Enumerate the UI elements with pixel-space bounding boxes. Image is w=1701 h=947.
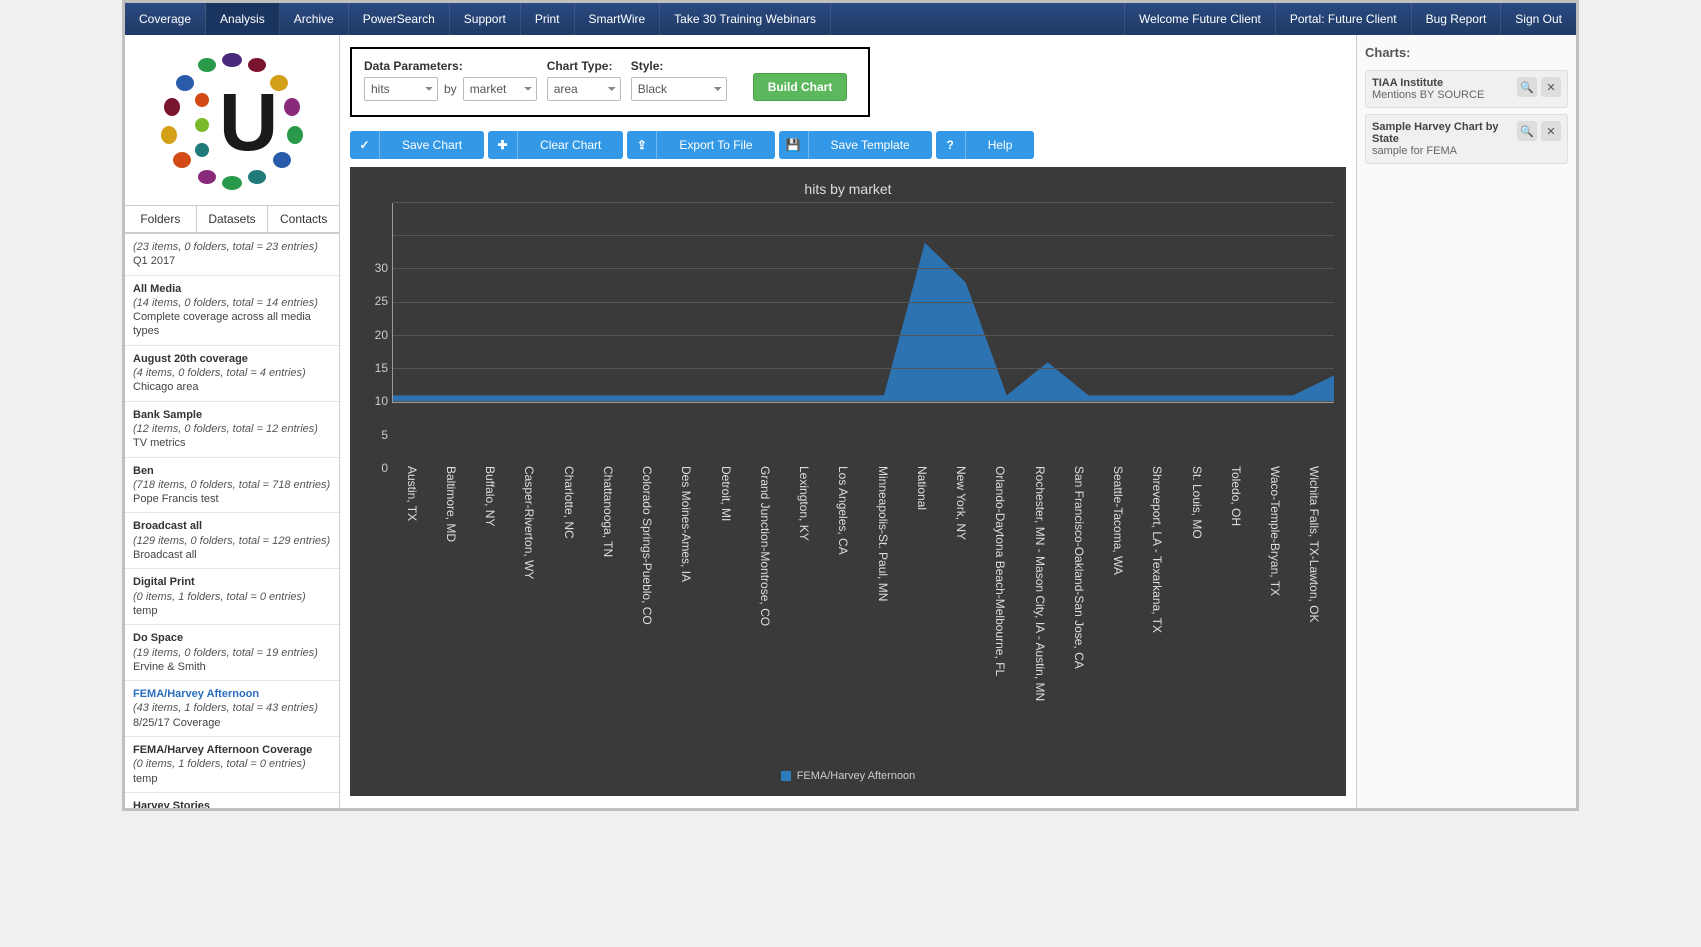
param2-select[interactable]: market: [463, 77, 537, 101]
x-tick-label: New York, NY: [954, 466, 968, 540]
chart-plot: [392, 203, 1334, 403]
export-file-button[interactable]: ⇪Export To File: [627, 131, 774, 159]
data-params-label: Data Parameters:: [364, 59, 537, 73]
x-tick-label: Baltimore, MD: [444, 466, 458, 542]
chart-legend: FEMA/Harvey Afternoon: [362, 766, 1334, 786]
plus-icon: ✚: [488, 131, 518, 159]
x-tick-label: Casper-Riverton, WY: [522, 466, 536, 579]
chart-y-axis: 051015202530: [362, 203, 392, 462]
chart-container: hits by market 051015202530 Austin, TX Ba…: [350, 167, 1346, 796]
folder-item[interactable]: FEMA/Harvey Afternoon Coverage(0 items, …: [125, 737, 339, 793]
sidebar-tab[interactable]: Folders: [125, 206, 197, 232]
x-tick-label: Wichita Falls, TX-Lawton, OK: [1307, 466, 1321, 623]
x-tick-label: San Francisco-Oakland-San Jose, CA: [1072, 466, 1086, 669]
x-tick-label: Austin, TX: [405, 466, 419, 521]
x-tick-label: Orlando-Daytona Beach-Melbourne, FL: [993, 466, 1007, 676]
by-label: by: [444, 82, 457, 96]
clear-chart-button[interactable]: ✚Clear Chart: [488, 131, 623, 159]
save-chart-button[interactable]: ✓Save Chart: [350, 131, 484, 159]
folder-list: (23 items, 0 folders, total = 23 entries…: [125, 233, 339, 808]
svg-text:U: U: [219, 77, 278, 168]
folder-item[interactable]: Bank Sample(12 items, 0 folders, total =…: [125, 402, 339, 458]
x-tick-label: Toledo, OH: [1229, 466, 1243, 526]
close-icon[interactable]: ✕: [1541, 121, 1561, 141]
folder-item[interactable]: Digital Print(0 items, 1 folders, total …: [125, 569, 339, 625]
build-chart-button[interactable]: Build Chart: [753, 73, 848, 101]
nav-item[interactable]: PowerSearch: [349, 3, 450, 35]
main-content: Data Parameters: hits by market Chart Ty…: [340, 35, 1356, 808]
nav-item[interactable]: Coverage: [125, 3, 206, 35]
x-tick-label: Grand Junction-Montrose, CO: [758, 466, 772, 626]
x-tick-label: Los Angeles, CA: [836, 466, 850, 555]
logo: U: [125, 35, 339, 205]
help-button[interactable]: ?Help: [936, 131, 1035, 159]
folder-item[interactable]: Harvey Stories: [125, 793, 339, 808]
nav-right-item[interactable]: Portal: Future Client: [1275, 3, 1411, 35]
chart-title: hits by market: [362, 177, 1334, 203]
actions-row: ✓Save Chart ✚Clear Chart ⇪Export To File…: [350, 131, 1346, 159]
nav-item[interactable]: Archive: [280, 3, 349, 35]
chart-x-axis: Austin, TX Baltimore, MD Buffalo, NY Casper…: [392, 466, 1334, 766]
params-panel: Data Parameters: hits by market Chart Ty…: [350, 47, 870, 117]
charts-heading: Charts:: [1365, 45, 1568, 60]
nav-right-item[interactable]: Bug Report: [1411, 3, 1501, 35]
search-icon[interactable]: 🔍: [1517, 121, 1537, 141]
folder-item[interactable]: August 20th coverage(4 items, 0 folders,…: [125, 346, 339, 402]
x-tick-label: Seattle-Tacoma, WA: [1111, 466, 1125, 575]
x-tick-label: Chattanooga, TN: [601, 466, 615, 557]
nav-item[interactable]: Print: [521, 3, 575, 35]
style-label: Style:: [631, 59, 727, 73]
nav-item[interactable]: Analysis: [206, 3, 280, 35]
top-nav: CoverageAnalysisArchivePowerSearchSuppor…: [125, 3, 1576, 35]
nav-right-item[interactable]: Welcome Future Client: [1124, 3, 1275, 35]
x-tick-label: Shreveport, LA - Texarkana, TX: [1150, 466, 1164, 633]
chart-type-select[interactable]: area: [547, 77, 621, 101]
x-tick-label: Minneapolis-St. Paul, MN: [876, 466, 890, 601]
x-tick-label: Charlotte, NC: [562, 466, 576, 539]
left-sidebar: U FoldersDatasetsContacts (23 items, 0 f…: [125, 35, 340, 808]
folder-item[interactable]: All Media(14 items, 0 folders, total = 1…: [125, 276, 339, 346]
x-tick-label: Buffalo, NY: [483, 466, 497, 526]
help-icon: ?: [936, 131, 966, 159]
nav-item[interactable]: SmartWire: [575, 3, 661, 35]
check-icon: ✓: [350, 131, 380, 159]
nav-item[interactable]: Support: [450, 3, 521, 35]
folder-item[interactable]: Do Space(19 items, 0 folders, total = 19…: [125, 625, 339, 681]
folder-item[interactable]: Broadcast all(129 items, 0 folders, tota…: [125, 513, 339, 569]
style-select[interactable]: Black: [631, 77, 727, 101]
sidebar-tab[interactable]: Datasets: [197, 206, 269, 232]
charts-panel: Charts: TIAA InstituteMentions BY SOURCE…: [1356, 35, 1576, 808]
x-tick-label: Colorado Springs-Pueblo, CO: [640, 466, 654, 625]
search-icon[interactable]: 🔍: [1517, 77, 1537, 97]
x-tick-label: Des Moines-Ames, IA: [679, 466, 693, 582]
x-tick-label: Lexington, KY: [797, 466, 811, 541]
x-tick-label: St. Louis, MO: [1190, 466, 1204, 539]
x-tick-label: Waco-Temple-Bryan, TX: [1268, 466, 1282, 596]
chart-type-label: Chart Type:: [547, 59, 621, 73]
save-icon: 💾: [779, 131, 809, 159]
sidebar-tabs: FoldersDatasetsContacts: [125, 205, 339, 233]
x-tick-label: Rochester, MN - Mason City, IA - Austin,…: [1033, 466, 1047, 701]
legend-swatch: [781, 771, 791, 781]
close-icon[interactable]: ✕: [1541, 77, 1561, 97]
folder-item[interactable]: Ben(718 items, 0 folders, total = 718 en…: [125, 458, 339, 514]
chart-card[interactable]: Sample Harvey Chart by Statesample for F…: [1365, 114, 1568, 164]
param1-select[interactable]: hits: [364, 77, 438, 101]
legend-label: FEMA/Harvey Afternoon: [797, 770, 916, 782]
chart-card[interactable]: TIAA InstituteMentions BY SOURCE🔍✕: [1365, 70, 1568, 108]
export-icon: ⇪: [627, 131, 657, 159]
folder-item[interactable]: (23 items, 0 folders, total = 23 entries…: [125, 234, 339, 276]
nav-right-item[interactable]: Sign Out: [1500, 3, 1576, 35]
folder-item[interactable]: FEMA/Harvey Afternoon(43 items, 1 folder…: [125, 681, 339, 737]
nav-item[interactable]: Take 30 Training Webinars: [660, 3, 831, 35]
sidebar-tab[interactable]: Contacts: [268, 206, 339, 232]
x-tick-label: Detroit, MI: [719, 466, 733, 521]
x-tick-label: National: [915, 466, 929, 510]
save-template-button[interactable]: 💾Save Template: [779, 131, 932, 159]
